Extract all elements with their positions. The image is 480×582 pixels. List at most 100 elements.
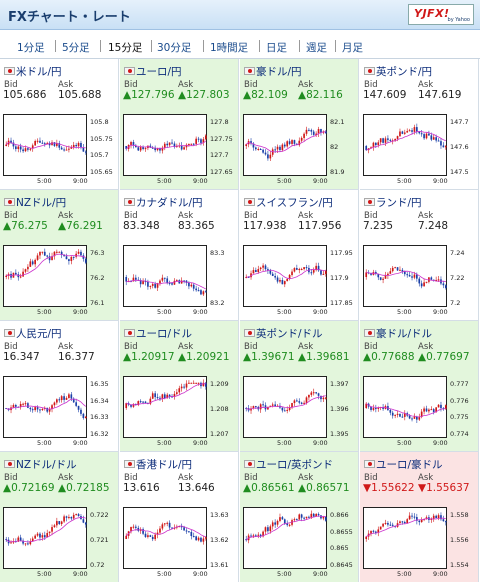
pair-card[interactable]: ユーロ/円 Bid Ask ▲127.796 ▲127.803 127.8 127.75 12… — [120, 59, 239, 190]
candle-body — [372, 142, 375, 148]
candle-body — [274, 404, 276, 406]
candle-body — [163, 277, 166, 279]
mini-chart[interactable]: 0.866 0.8655 0.865 0.8645 5:00 9:00 — [243, 507, 355, 579]
candle-body — [305, 129, 308, 134]
pair-name-link[interactable]: 英ポンド/ドル — [244, 326, 323, 341]
tab-2[interactable]: 5分足 — [62, 42, 90, 54]
mini-chart[interactable]: 147.7 147.6 147.5 5:00 9:00 — [363, 114, 475, 186]
moving-average-line — [366, 270, 446, 283]
pair-card[interactable]: 米ドル/円 Bid Ask 105.686 105.688 105.8 105.75 105.… — [0, 59, 119, 190]
pair-name-link[interactable]: ランド/円 — [364, 195, 422, 210]
candle-body — [29, 407, 32, 410]
pair-card[interactable]: 豪ドル/ドル Bid Ask ▲0.77688 ▲0.77697 0.777 0.776 0.… — [360, 321, 479, 452]
mini-chart[interactable]: 76.3 76.2 76.1 5:00 9:00 — [3, 245, 115, 317]
candle-body — [137, 527, 140, 531]
bid-value: ▲76.275 — [3, 220, 48, 232]
pair-card[interactable]: ユーロ/英ポンド Bid Ask ▲0.86561 ▲0.86571 0.866 0.865… — [240, 452, 359, 582]
candle-body — [168, 282, 171, 284]
pair-card[interactable]: カナダドル/円 Bid Ask 83.348 83.365 83.3 83.2 5:00 9:0… — [120, 190, 239, 321]
candle-body — [389, 524, 392, 526]
pair-card[interactable]: 英ポンド/円 Bid Ask 147.609 147.619 147.7 147.6 147.… — [360, 59, 479, 190]
candle-body — [36, 140, 39, 142]
pair-card[interactable]: NZドル/円 Bid Ask ▲76.275 ▲76.291 76.3 76.2 76.1 5:… — [0, 190, 119, 321]
mini-chart[interactable]: 13.63 13.62 13.61 5:00 9:00 — [123, 507, 235, 579]
pair-name-link[interactable]: NZドル/円 — [4, 195, 66, 210]
pair-name-link[interactable]: カナダドル/円 — [124, 195, 203, 210]
mini-chart[interactable]: 82.1 82 81.9 5:00 9:00 — [243, 114, 355, 186]
pair-card[interactable]: ランド/円 Bid Ask 7.235 7.248 7.24 7.22 7.2 5:00 9:00 — [360, 190, 479, 321]
tab-4[interactable]: 30分足 — [157, 42, 192, 54]
logo-subtext: by Yahoo — [447, 17, 470, 23]
mini-chart[interactable]: 0.777 0.776 0.775 0.774 5:00 9:00 — [363, 376, 475, 448]
y-tick-label: 0.774 — [450, 430, 469, 438]
tab-8[interactable]: 月足 — [342, 42, 363, 54]
candle-body — [271, 273, 274, 276]
mini-chart[interactable]: 1.397 1.396 1.395 5:00 9:00 — [243, 376, 355, 448]
candle-body — [389, 271, 392, 274]
pair-name-link[interactable]: ユーロ/ドル — [124, 326, 192, 341]
x-tick-label: 9:00 — [73, 177, 88, 185]
pair-card[interactable]: NZドル/ドル Bid Ask ▲0.72169 ▲0.72185 0.722 0.721 0… — [0, 452, 119, 582]
candle-body — [403, 132, 406, 134]
pair-card[interactable]: ユーロ/豪ドル Bid Ask ▼1.55622 ▼1.55637 1.558 1.556 1… — [360, 452, 479, 582]
candle-body — [51, 142, 53, 146]
yjfx-logo[interactable]: YJFX! by Yahoo — [408, 4, 474, 25]
candle-body — [17, 274, 20, 278]
candle-body — [197, 382, 200, 384]
pair-name-link[interactable]: 豪ドル/円 — [244, 64, 302, 79]
tab-3[interactable]: 15分足 — [108, 42, 143, 54]
candle-body — [183, 527, 185, 531]
mini-chart[interactable]: 127.8 127.75 127.7 127.65 5:00 9:00 — [123, 114, 235, 186]
pair-name-link[interactable]: 英ポンド/円 — [364, 64, 432, 79]
pair-name-link[interactable]: ユーロ/円 — [124, 64, 182, 79]
candle-body — [125, 403, 128, 408]
candle-body — [416, 416, 418, 420]
candle-body — [281, 517, 284, 520]
pair-name-link[interactable]: ユーロ/英ポンド — [244, 457, 333, 472]
tab-1[interactable]: 1分足 — [17, 42, 45, 54]
mini-chart[interactable]: 7.24 7.22 7.2 5:00 9:00 — [363, 245, 475, 317]
x-tick-label: 9:00 — [313, 439, 328, 447]
candle-body — [168, 522, 171, 528]
ask-label: Ask — [178, 473, 194, 483]
ask-value: 13.646 — [178, 482, 215, 494]
mini-chart[interactable]: 16.35 16.34 16.33 16.32 5:00 9:00 — [3, 376, 115, 448]
pair-name-link[interactable]: 豪ドル/ドル — [364, 326, 432, 341]
ask-value: ▲1.39681 — [298, 351, 350, 363]
candle-body — [24, 269, 27, 272]
pair-name-link[interactable]: スイスフラン/円 — [244, 195, 333, 210]
pair-card[interactable]: 香港ドル/円 Bid Ask 13.616 13.646 13.63 13.62 13.61 5… — [120, 452, 239, 582]
tab-7[interactable]: 週足 — [306, 42, 327, 54]
pair-card[interactable]: 英ポンド/ドル Bid Ask ▲1.39671 ▲1.39681 1.397 1.396 1… — [240, 321, 359, 452]
y-tick-label: 1.209 — [210, 380, 229, 388]
mini-chart[interactable]: 1.209 1.208 1.207 5:00 9:00 — [123, 376, 235, 448]
tab-5[interactable]: 1時間足 — [210, 42, 249, 54]
candle-body — [406, 519, 409, 524]
pair-card[interactable]: 豪ドル/円 Bid Ask ▲82.109 ▲82.116 82.1 82 81.9 5:00 9… — [240, 59, 359, 190]
bid-label: Bid — [124, 342, 138, 352]
candle-body — [161, 277, 164, 281]
mini-chart[interactable]: 1.558 1.556 1.554 5:00 9:00 — [363, 507, 475, 579]
pair-name-link[interactable]: NZドル/ドル — [4, 457, 77, 472]
pair-name-link[interactable]: 香港ドル/円 — [124, 457, 192, 472]
pair-card[interactable]: スイスフラン/円 Bid Ask 117.938 117.956 117.95 117.9 1… — [240, 190, 359, 321]
pair-card[interactable]: 人民元/円 Bid Ask 16.347 16.377 16.35 16.34 16.33 16… — [0, 321, 119, 452]
pair-name-link[interactable]: ユーロ/豪ドル — [364, 457, 443, 472]
y-tick-label: 1.397 — [330, 380, 349, 388]
candle-body — [188, 282, 190, 287]
mini-chart[interactable]: 0.722 0.721 0.72 5:00 9:00 — [3, 507, 115, 579]
candle-body — [276, 146, 279, 150]
candle-body — [151, 393, 154, 399]
mini-chart[interactable]: 105.8 105.75 105.7 105.65 5:00 9:00 — [3, 114, 115, 186]
mini-chart[interactable]: 117.95 117.9 117.85 5:00 9:00 — [243, 245, 355, 317]
mini-chart[interactable]: 83.3 83.2 5:00 9:00 — [123, 245, 235, 317]
pair-name-link[interactable]: 米ドル/円 — [4, 64, 62, 79]
candle-body — [34, 140, 36, 146]
candle-body — [188, 382, 190, 384]
candle-body — [370, 530, 372, 534]
pair-card[interactable]: ユーロ/ドル Bid Ask ▲1.20917 ▲1.20921 1.209 1.208 1.… — [120, 321, 239, 452]
candle-body — [375, 531, 377, 533]
pair-name-link[interactable]: 人民元/円 — [4, 326, 62, 341]
candle-body — [416, 127, 418, 132]
tab-6[interactable]: 日足 — [266, 42, 287, 54]
